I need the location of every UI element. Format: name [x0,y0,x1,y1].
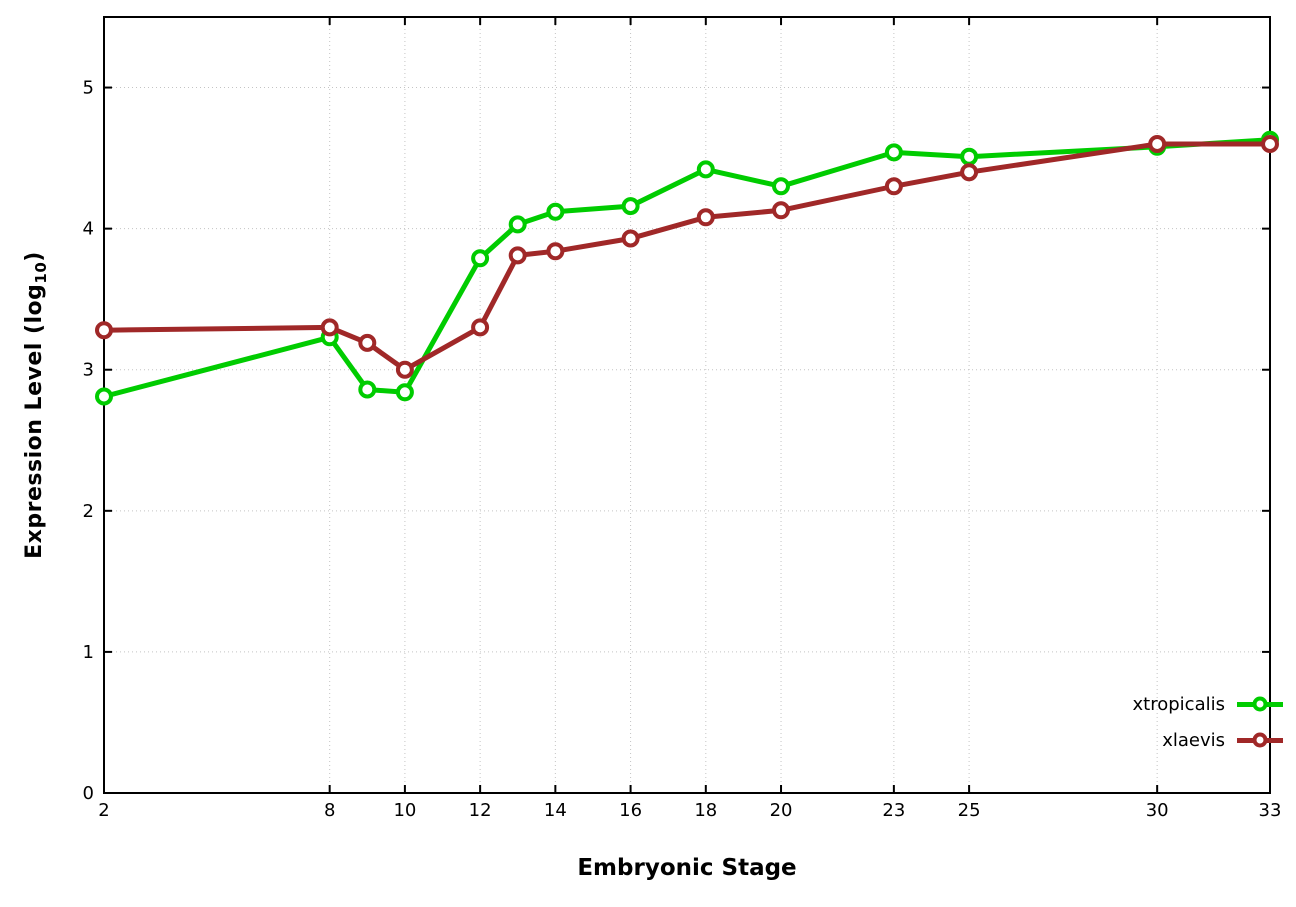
data-point-xlaevis [395,360,414,379]
legend-item-xtropicalis: xtropicalis [1133,686,1283,722]
y-axis-title: Expression Level (log10) [22,251,50,559]
x-axis-title: Embryonic Stage [577,855,797,881]
x-tick-label: 30 [1146,800,1169,821]
data-point-xtropicalis [621,197,640,216]
y-tick-label: 4 [83,219,94,240]
plot-border [103,16,1271,794]
y-axis-title-subscript: 10 [32,261,51,284]
data-point-xlaevis [95,321,113,340]
data-point-xtropicalis [884,143,903,162]
legend-swatch-xlaevis [1237,730,1283,750]
legend-marker-sample [1252,732,1268,748]
data-point-xlaevis [772,201,790,220]
series-line-xtropicalis [101,137,1273,399]
y-axis-title-close: ) [21,251,47,262]
data-point-xlaevis [546,242,565,261]
x-tick-label: 10 [393,800,416,821]
x-tick-label: 33 [1259,800,1282,821]
x-tick-label: 12 [469,800,492,821]
x-tick-label: 18 [694,800,717,821]
y-tick-label: 2 [83,501,94,522]
y-tick-label: 3 [83,360,94,381]
legend-label-xlaevis: xlaevis [1162,729,1225,751]
data-point-xlaevis [358,333,377,352]
x-tick-label: 25 [958,800,981,821]
y-tick-label: 1 [83,642,94,663]
data-point-xtropicalis [358,380,377,399]
data-point-xtropicalis [395,383,414,402]
data-point-xtropicalis [95,387,113,406]
x-tick-label: 23 [882,800,905,821]
data-point-xtropicalis [471,249,490,268]
data-point-xlaevis [471,318,490,337]
data-point-xtropicalis [696,160,715,179]
data-point-xtropicalis [508,215,527,234]
legend-label-xtropicalis: xtropicalis [1132,693,1225,715]
data-point-xlaevis [320,318,339,337]
data-point-xlaevis [621,229,640,248]
data-point-xtropicalis [960,147,979,166]
legend-swatch-xtropicalis [1237,694,1283,714]
data-point-xlaevis [884,177,903,196]
data-point-xtropicalis [772,177,790,196]
legend: xtropicalis xlaevis [1133,686,1283,758]
data-point-xlaevis [508,246,527,265]
x-tick-label: 16 [619,800,642,821]
data-point-xtropicalis [546,202,565,221]
data-point-xlaevis [696,208,715,227]
y-tick-label: 5 [83,78,94,99]
x-tick-label: 8 [324,800,335,821]
x-tick-label: 14 [544,800,567,821]
data-point-xlaevis [960,163,979,182]
legend-marker-sample [1252,696,1268,712]
x-tick-label: 20 [770,800,793,821]
x-tick-label: 2 [98,800,109,821]
data-point-xlaevis [1148,135,1167,153]
y-axis-title-text: Expression Level (log [21,283,47,559]
data-point-xlaevis [1261,135,1279,153]
legend-item-xlaevis: xlaevis [1133,722,1283,758]
y-tick-label: 0 [83,783,94,804]
